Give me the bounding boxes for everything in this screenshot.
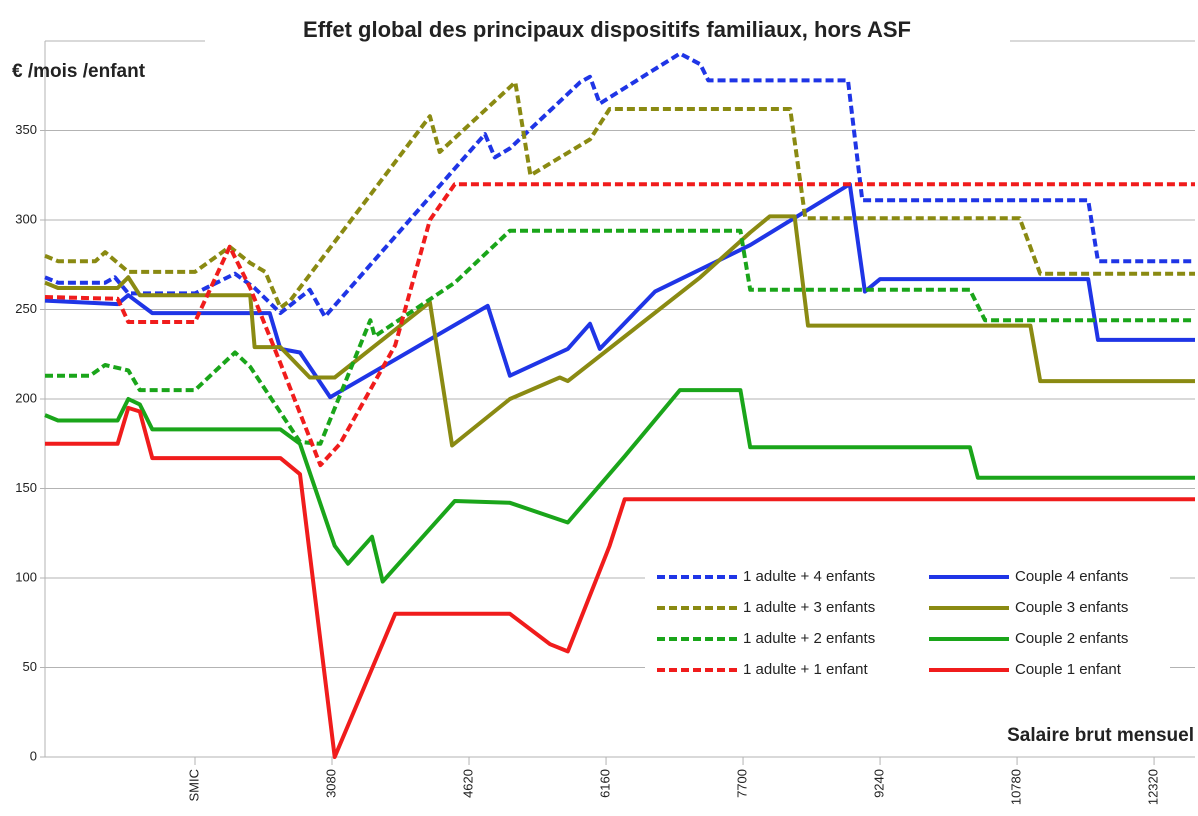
y-tick-label: 300	[15, 211, 37, 226]
legend-label: Couple 3 enfants	[1015, 599, 1128, 616]
series-line	[44, 182, 1195, 468]
y-tick-label: 350	[15, 122, 37, 137]
series-line	[44, 182, 1195, 400]
series-line	[45, 228, 1195, 446]
lines	[44, 51, 1195, 759]
series-line	[45, 405, 1195, 759]
x-tick-label: 12320	[1146, 769, 1161, 805]
y-tick-label: 50	[23, 659, 37, 674]
legend-label: 1 adulte + 3 enfants	[743, 599, 875, 616]
legend-label: 1 adulte + 2 enfants	[743, 630, 875, 647]
legend-label: Couple 2 enfants	[1015, 630, 1128, 647]
y-tick-label: 200	[15, 390, 37, 405]
x-tick-label: 3080	[323, 769, 338, 798]
x-tick-label: 7700	[734, 769, 749, 798]
chart-title: Effet global des principaux dispositifs …	[303, 17, 911, 42]
title-background	[205, 14, 1010, 46]
legend-label: 1 adulte + 4 enfants	[743, 568, 875, 585]
y-tick-label: 150	[15, 480, 37, 495]
y-axis-label: € /mois /enfant	[12, 61, 146, 82]
legend-label: Couple 1 enfant	[1015, 661, 1122, 678]
x-tick-label: 10780	[1009, 769, 1024, 805]
legend-label: 1 adulte + 1 enfant	[743, 661, 869, 678]
legend-label: Couple 4 enfants	[1015, 568, 1128, 585]
y-tick-label: 100	[15, 569, 37, 584]
x-axis-label: Salaire brut mensuel	[1007, 725, 1194, 746]
legend: 1 adulte + 4 enfants Couple 4 enfants 1 ad…	[645, 563, 1170, 690]
x-tick-label: 9240	[871, 769, 886, 798]
x-tick-label: SMIC	[186, 769, 201, 802]
series-line	[44, 51, 1195, 319]
series-line	[44, 80, 1195, 310]
x-tick-label: 6160	[597, 769, 612, 798]
y-tick-label: 250	[15, 301, 37, 316]
x-tick-label: 4620	[460, 769, 475, 798]
series-line	[44, 214, 1195, 448]
y-tick-label: 0	[30, 748, 37, 763]
series-line	[44, 388, 1195, 584]
